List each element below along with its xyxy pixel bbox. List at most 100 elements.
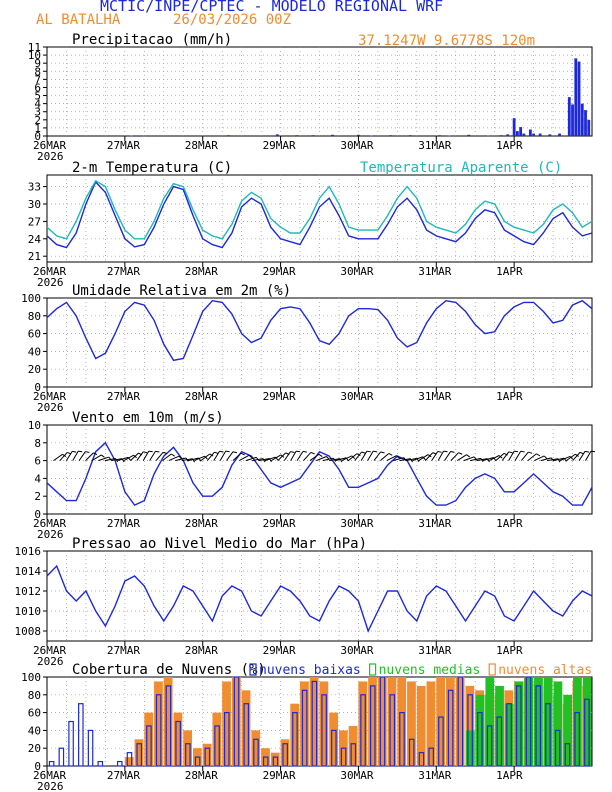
wind-barb <box>65 451 73 461</box>
cloud-bar-baixas <box>165 685 172 767</box>
figure-title: MCTIC/INPE/CPTEC - MODELO REGIONAL WRF <box>100 0 443 15</box>
wind-barb <box>53 453 63 462</box>
x-tick-label: 1APR <box>496 390 523 403</box>
cloud-bar-baixas <box>535 685 542 767</box>
wind-barb-flag <box>232 451 238 454</box>
precip-bar <box>515 131 519 136</box>
wind-barb <box>78 451 86 461</box>
y-tick-label: 20 <box>28 742 41 755</box>
cloud-bar-medias <box>563 694 573 766</box>
cloud-bar-baixas <box>214 725 220 767</box>
cloud-bar-altas <box>436 677 446 766</box>
y-tick-label: 4 <box>34 98 41 111</box>
y-tick-label: 10 <box>28 419 41 432</box>
series-line <box>46 441 593 506</box>
cloud-bar-baixas <box>116 760 123 767</box>
wind-barb-flag <box>148 450 153 453</box>
cloud-bar-medias <box>514 681 524 766</box>
cloud-bar-baixas <box>68 720 74 767</box>
wind-barb <box>194 455 205 462</box>
legend-swatch <box>488 663 496 676</box>
precip-bar <box>227 135 231 136</box>
x-year-label: 2026 <box>37 150 64 163</box>
cloud-bar-baixas <box>262 756 269 767</box>
y-tick-label: 60 <box>28 707 41 720</box>
x-tick-label: 27MAR <box>107 139 140 152</box>
x-tick-label: 30MAR <box>340 265 373 278</box>
cloud-bar-altas <box>163 677 173 766</box>
cloud-bar-altas <box>300 681 309 766</box>
x-tick-label: 27MAR <box>107 517 140 530</box>
x-year-label: 2026 <box>37 528 64 541</box>
x-tick-label: 26MAR <box>33 390 66 403</box>
cloud-bar-baixas <box>272 756 279 767</box>
wind-barb <box>117 456 129 462</box>
y-tick-label: 1008 <box>15 625 42 638</box>
wind-barb <box>348 453 358 461</box>
wind-barb <box>149 451 156 461</box>
wind-barb <box>85 452 94 461</box>
y-tick-label: 6 <box>34 455 41 468</box>
cloud-bar-medias <box>465 730 475 766</box>
cloud-bar-baixas <box>486 725 493 767</box>
x-year-label: 2026 <box>37 401 64 414</box>
wind-barb-flag <box>101 454 105 458</box>
wind-barb <box>258 457 270 462</box>
x-tick-label: 27MAR <box>107 769 140 782</box>
cloud-bar-baixas <box>146 725 152 767</box>
y-tick-label: 100 <box>21 292 41 305</box>
wind-barb-flag <box>520 450 525 453</box>
cloud-bar-baixas <box>292 711 298 767</box>
panel-pressure: 1008 1010 1012 1014 1016 26MAR 27MAR 28MAR 29MAR… <box>15 536 593 668</box>
wind-barb-flag <box>351 455 356 459</box>
x-tick-label: 1APR <box>496 517 523 530</box>
wind-barb-flag <box>115 458 119 463</box>
cloud-bar-baixas <box>506 703 512 767</box>
cloud-bar-baixas <box>369 685 376 767</box>
precip-bar <box>311 135 315 136</box>
wind-barb-flag <box>318 453 323 458</box>
wind-barb <box>111 458 123 462</box>
x-tick-label: 28MAR <box>185 265 218 278</box>
legend-swatch <box>369 663 377 676</box>
wind-barb-flag <box>437 450 442 453</box>
cloud-bar-baixas <box>87 729 94 767</box>
precip-bar <box>129 135 133 137</box>
x-tick-label: 1APR <box>496 769 523 782</box>
cloud-bar-baixas <box>457 676 464 767</box>
cloud-bar-altas <box>212 712 222 766</box>
cloud-bar-altas <box>173 712 183 766</box>
cloud-bar-altas <box>251 730 261 766</box>
wind-barb <box>380 453 390 461</box>
wind-barb <box>508 450 515 461</box>
wind-barb <box>316 456 327 462</box>
wind-barb-flag <box>466 454 471 458</box>
cloud-bar-medias <box>573 677 582 766</box>
coords-label: 37.1247W 9.6778S 120m <box>358 33 535 49</box>
x-tick-label: 29MAR <box>263 139 296 152</box>
y-tick-label: 2 <box>34 490 41 503</box>
x-year-label: 2026 <box>37 780 64 792</box>
wind-barb <box>527 453 537 461</box>
precip-bar <box>408 135 412 136</box>
precip-bar <box>571 104 574 136</box>
wind-barb-flag <box>178 455 183 460</box>
wind-barb-flag <box>528 451 533 454</box>
x-tick-label: 31MAR <box>418 644 451 657</box>
wind-barb-flag <box>204 455 208 460</box>
cloud-bar-baixas <box>243 703 250 767</box>
x-tick-label: 26MAR <box>33 139 66 152</box>
wind-barb-flag <box>536 453 541 457</box>
wind-barb <box>264 456 276 462</box>
wind-barb <box>514 450 522 461</box>
x-tick-label: 30MAR <box>340 390 373 403</box>
wind-barb <box>354 451 363 461</box>
cloud-bar-medias <box>543 677 553 766</box>
wind-barb <box>277 452 287 461</box>
wind-barb <box>534 455 545 462</box>
x-tick-label: 1APR <box>496 644 523 657</box>
panel-title: Precipitacao (mm/h) <box>72 32 232 48</box>
wind-barb <box>309 453 320 462</box>
cloud-bar-baixas <box>418 752 425 767</box>
